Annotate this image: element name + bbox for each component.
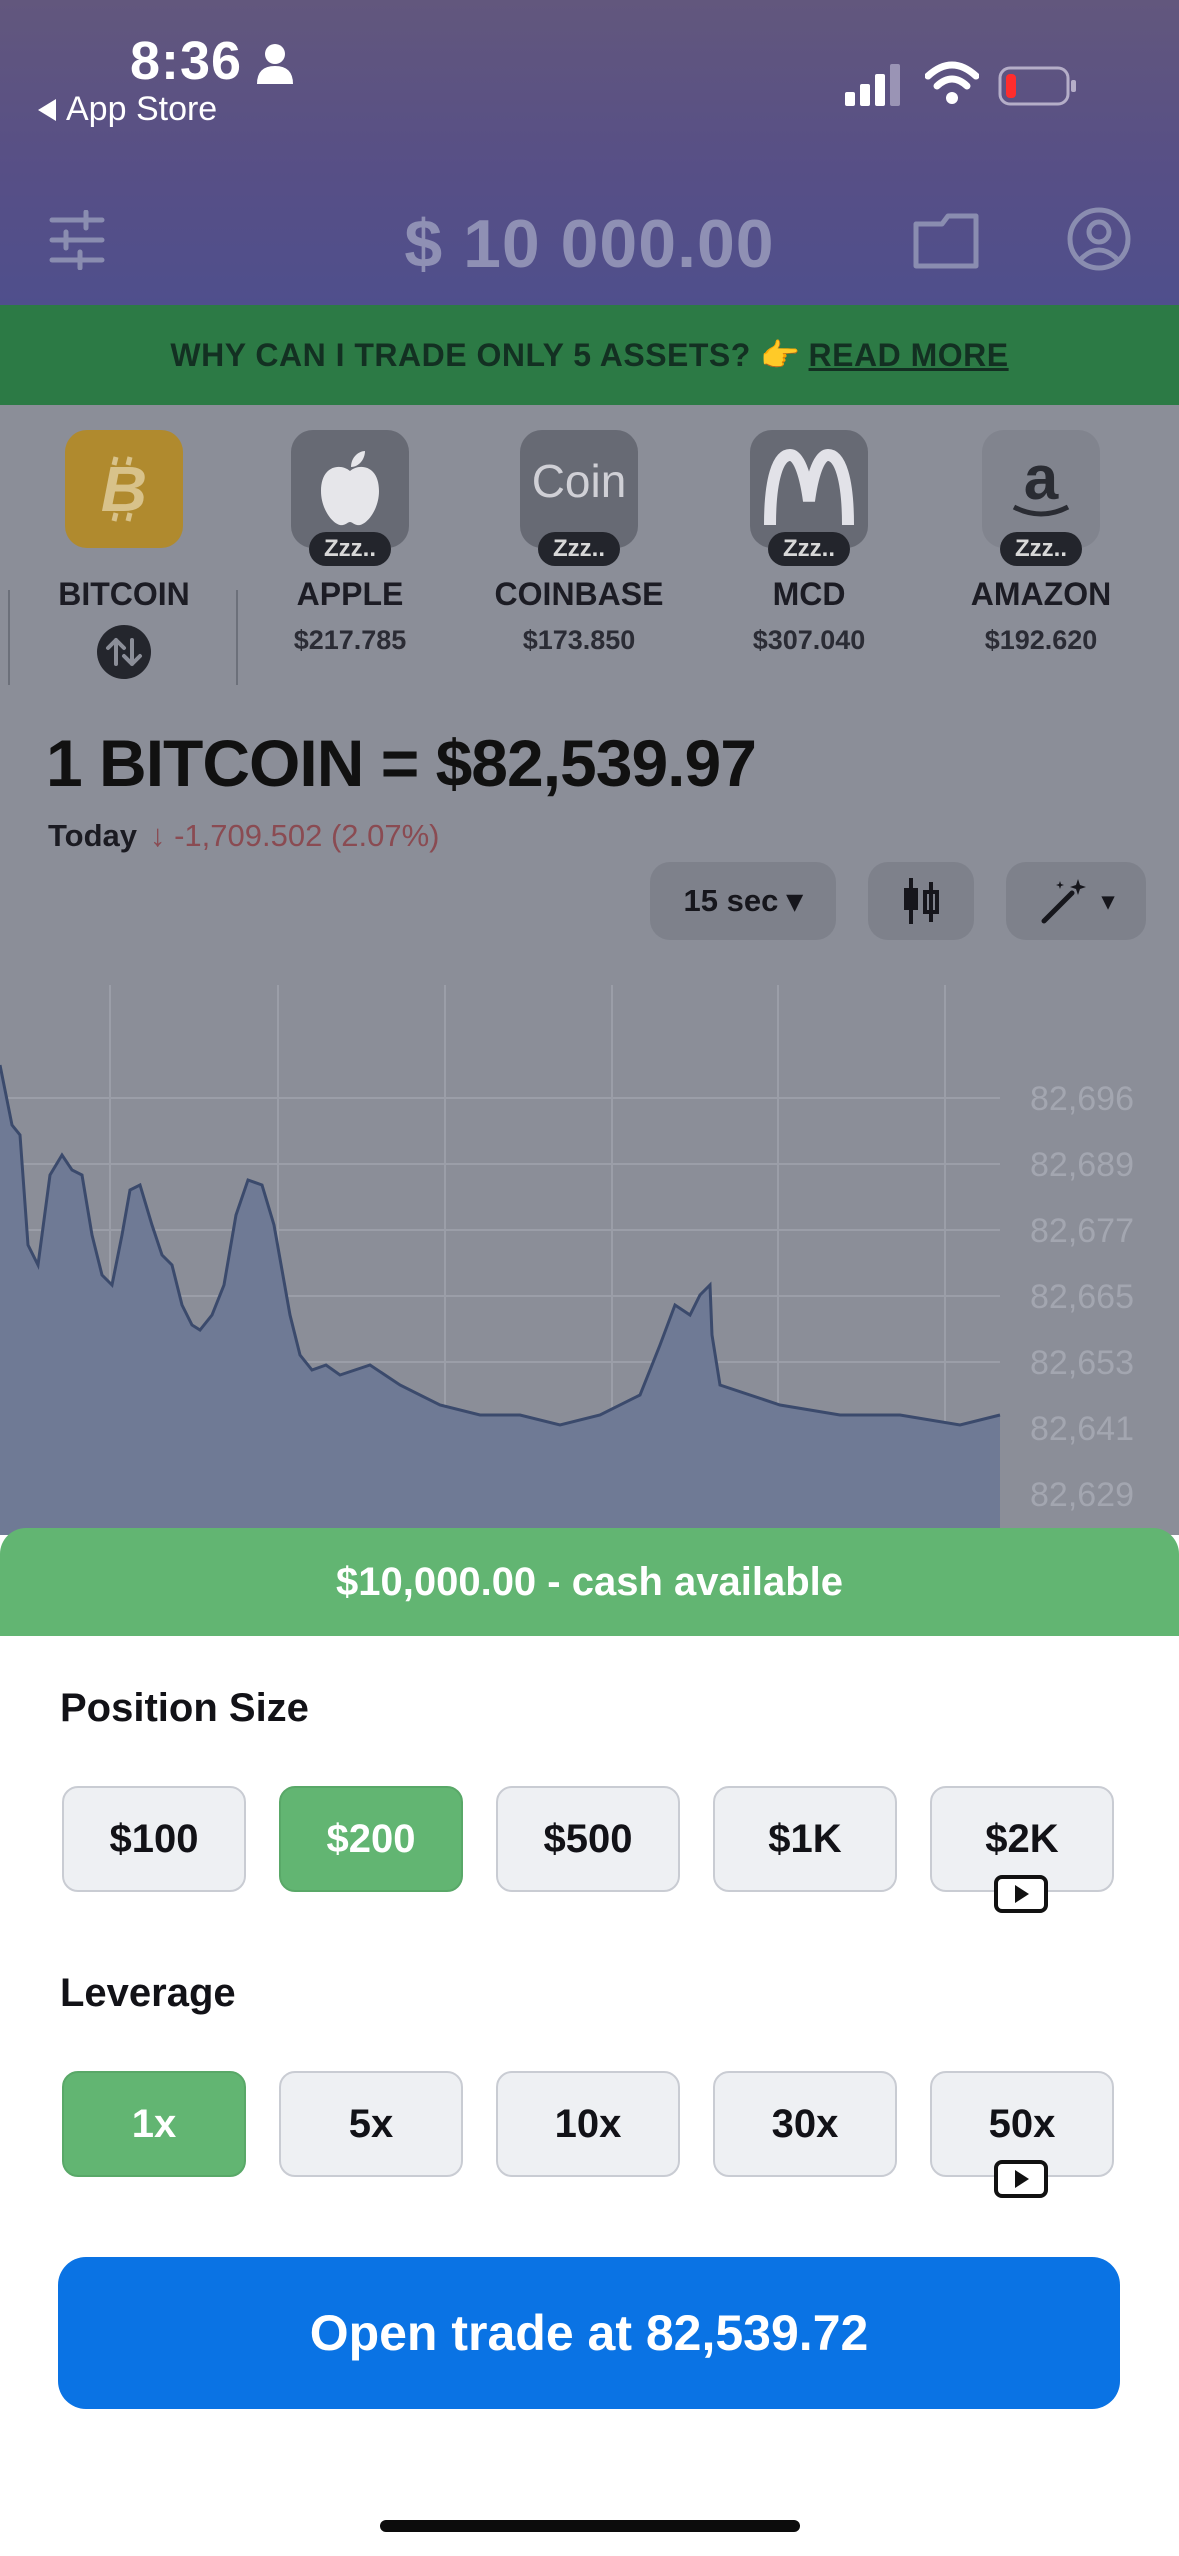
y-tick-label: 82,665 [1030, 1278, 1134, 1316]
asset-quote-title: 1 BITCOIN = $82,539.97 [46, 726, 757, 800]
svg-text:a: a [1024, 449, 1059, 513]
magic-wand-icon [1041, 879, 1086, 924]
y-tick-label: 82,689 [1030, 1146, 1134, 1184]
option-label: 50x [988, 2101, 1056, 2146]
position-size-100[interactable]: $100 [62, 1786, 246, 1892]
battery-icon [998, 66, 1076, 106]
y-tick-label: 82,696 [1030, 1080, 1134, 1118]
dropdown-caret: ▾ [1101, 887, 1115, 915]
svg-text:B: B [101, 453, 147, 525]
interval-dropdown[interactable]: 15 sec ▾ [650, 862, 836, 940]
apple-logo-icon: Zzz.. [291, 430, 409, 566]
wifi-icon [925, 61, 979, 104]
y-tick-label: 82,653 [1030, 1344, 1134, 1382]
read-more-link[interactable]: READ MORE [808, 336, 1009, 373]
asset-price: $192.620 [984, 625, 1098, 655]
portfolio-folder-icon[interactable] [912, 212, 980, 270]
market-closed-badge: Zzz.. [768, 532, 850, 566]
asset-name: AMAZON [970, 576, 1112, 612]
status-time: 8:36 [130, 31, 243, 91]
asset-coinbase[interactable]: Coin Zzz.. COINBASE $173.850 [479, 430, 679, 656]
position-size-1k[interactable]: $1K [713, 1786, 897, 1892]
leverage-1x[interactable]: 1x [62, 2071, 246, 2177]
market-closed-badge: Zzz.. [538, 532, 620, 566]
interval-label: 15 sec ▾ [683, 883, 803, 918]
position-size-500[interactable]: $500 [496, 1786, 680, 1892]
option-label: $500 [543, 1816, 633, 1861]
leverage-30x[interactable]: 30x [713, 2071, 897, 2177]
back-label: App Store [66, 90, 218, 128]
person-icon [257, 44, 293, 84]
open-trade-label: Open trade at 82,539.72 [309, 2305, 869, 2361]
option-label: 30x [771, 2101, 839, 2146]
swap-arrows-icon[interactable] [96, 624, 152, 680]
cash-available-bar: $10,000.00 - cash available [0, 1528, 1179, 1636]
asset-mcd[interactable]: Zzz.. MCD $307.040 [709, 430, 909, 656]
mcdonalds-logo-icon: Zzz.. [750, 430, 868, 566]
market-closed-badge: Zzz.. [309, 532, 391, 566]
option-label: $2K [985, 1816, 1059, 1861]
settings-sliders-icon[interactable] [48, 210, 106, 270]
indicators-dropdown[interactable]: ▾ [1006, 862, 1146, 940]
leverage-10x[interactable]: 10x [496, 2071, 680, 2177]
asset-name: APPLE [296, 576, 404, 612]
option-label: 5x [348, 2101, 394, 2146]
asset-name: BITCOIN [58, 576, 190, 612]
profile-icon[interactable] [1066, 206, 1132, 272]
bitcoin-logo-icon: B [65, 430, 183, 548]
price-chart[interactable]: 82,696 82,689 82,677 82,665 82,653 82,641 82,6… [0, 985, 1179, 1535]
back-arrow-icon [38, 98, 56, 121]
option-label: $1K [768, 1816, 842, 1861]
asset-price: $217.785 [293, 625, 407, 655]
account-balance: $ 10 000.00 [404, 206, 775, 282]
today-label: Today [48, 818, 137, 853]
asset-price: $173.850 [522, 625, 636, 655]
asset-amazon[interactable]: a Zzz.. AMAZON $192.620 [941, 430, 1141, 656]
banner-text: WHY CAN I TRADE ONLY 5 ASSETS? 👉 [170, 337, 801, 373]
leverage-title: Leverage [60, 1971, 236, 2015]
price-line [0, 1064, 1001, 1427]
candlestick-toggle[interactable] [868, 862, 974, 940]
asset-name: COINBASE [494, 576, 664, 612]
option-label: $100 [109, 1816, 199, 1861]
candlestick-icon [904, 878, 939, 924]
info-banner: WHY CAN I TRADE ONLY 5 ASSETS? 👉 READ MO… [0, 305, 1179, 405]
amazon-logo-icon: a Zzz.. [982, 430, 1100, 566]
home-indicator [380, 2520, 800, 2532]
leverage-5x[interactable]: 5x [279, 2071, 463, 2177]
y-tick-label: 82,677 [1030, 1212, 1134, 1250]
cellular-signal-icon [845, 64, 900, 106]
video-ad-icon [994, 2160, 1048, 2198]
option-label: 10x [554, 2101, 622, 2146]
leverage-50x[interactable]: 50x [930, 2071, 1114, 2177]
asset-apple[interactable]: Zzz.. APPLE $217.785 [250, 430, 450, 656]
asset-price: $307.040 [752, 625, 866, 655]
asset-bitcoin[interactable]: B BITCOIN [24, 430, 224, 613]
asset-name: MCD [772, 576, 846, 612]
coinbase-logo-text: Coin [531, 455, 627, 507]
daily-change: ↓ -1,709.502 (2.07%) [150, 818, 440, 853]
divider [236, 590, 238, 685]
y-tick-label: 82,629 [1030, 1476, 1134, 1514]
coinbase-logo-icon: Coin Zzz.. [520, 430, 638, 566]
option-label: 1x [131, 2101, 177, 2146]
position-size-2k[interactable]: $2K [930, 1786, 1114, 1892]
back-to-app-store[interactable]: App Store [38, 90, 217, 129]
top-bar [0, 0, 1179, 305]
divider [8, 590, 10, 685]
market-closed-badge: Zzz.. [1000, 532, 1082, 566]
cash-available-text: $10,000.00 - cash available [335, 1559, 844, 1604]
position-size-title: Position Size [60, 1686, 309, 1730]
option-label: $200 [326, 1816, 416, 1861]
open-trade-button[interactable]: Open trade at 82,539.72 [58, 2257, 1120, 2409]
position-size-200[interactable]: $200 [279, 1786, 463, 1892]
video-ad-icon [994, 1875, 1048, 1913]
y-tick-label: 82,641 [1030, 1410, 1134, 1448]
price-area [0, 1065, 1000, 1535]
